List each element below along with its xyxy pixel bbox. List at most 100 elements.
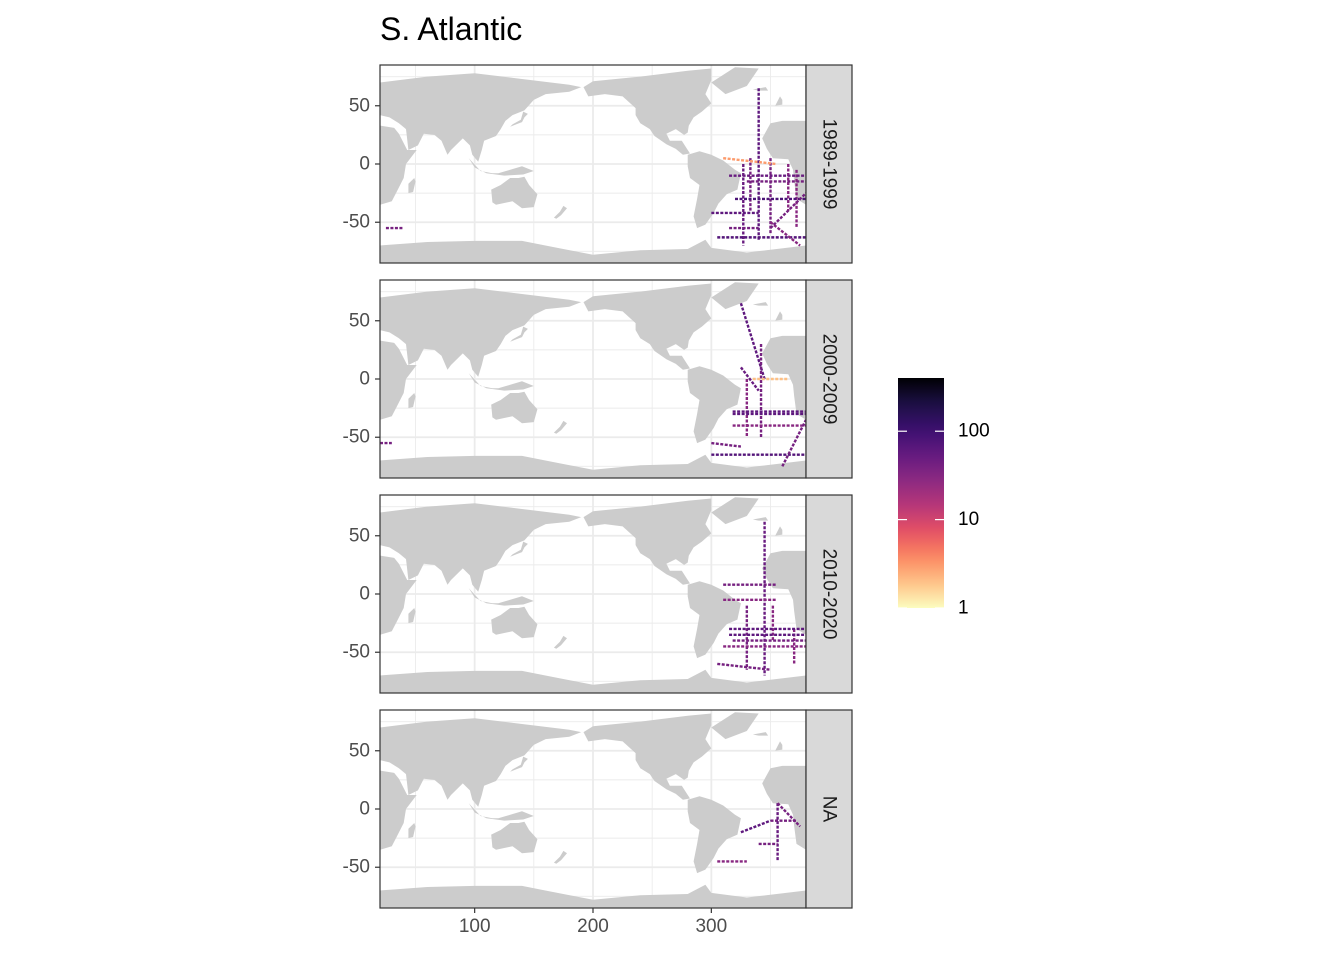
land-mass bbox=[711, 497, 759, 525]
x-tick-label: 300 bbox=[695, 916, 727, 937]
y-tick-label: 50 bbox=[349, 525, 370, 546]
y-tick-label: 50 bbox=[349, 310, 370, 331]
legend-colorbar bbox=[898, 378, 944, 608]
land-mass bbox=[380, 884, 806, 908]
facet-label: NA bbox=[819, 796, 840, 823]
data-track bbox=[740, 819, 771, 834]
y-tick-label: -50 bbox=[343, 427, 370, 448]
land-mass bbox=[380, 288, 582, 377]
facet-panels: 1989-1999 50 0 -50 2000-2009 50 0 -50 2010-2020 5… bbox=[343, 64, 853, 909]
y-tick-label: 0 bbox=[359, 799, 370, 820]
land-mass bbox=[687, 151, 741, 229]
land-mass bbox=[380, 503, 582, 592]
panel-content bbox=[380, 497, 806, 693]
land-mass bbox=[380, 239, 806, 263]
land-mass bbox=[711, 67, 759, 95]
panel-content bbox=[380, 282, 806, 478]
facet-strip bbox=[805, 494, 853, 694]
data-track bbox=[776, 802, 801, 828]
land-mass bbox=[762, 120, 806, 205]
data-track bbox=[739, 366, 760, 392]
land-mass bbox=[583, 498, 712, 585]
land-mass bbox=[711, 712, 759, 740]
facet-panel: NA 50 0 -50 bbox=[343, 709, 853, 909]
land-mass bbox=[553, 850, 567, 864]
legend-label: 10 bbox=[958, 509, 979, 530]
land-mass bbox=[510, 111, 528, 127]
land-mass bbox=[380, 669, 806, 693]
panel-content bbox=[380, 712, 806, 908]
land-mass bbox=[491, 391, 538, 424]
data-track bbox=[769, 192, 806, 229]
land-mass bbox=[775, 311, 783, 321]
land-mass bbox=[380, 555, 417, 635]
land-mass bbox=[775, 741, 783, 751]
land-mass bbox=[408, 393, 416, 409]
facet-strip bbox=[805, 64, 853, 264]
land-mass bbox=[380, 770, 417, 850]
land-mass bbox=[468, 803, 534, 821]
facet-panel: 2010-2020 50 0 -50 bbox=[343, 494, 853, 694]
land-mass bbox=[380, 454, 806, 478]
land-mass bbox=[752, 517, 769, 521]
y-tick-label: 0 bbox=[359, 154, 370, 175]
y-tick-label: 0 bbox=[359, 584, 370, 605]
y-tick-label: -50 bbox=[343, 857, 370, 878]
land-mass bbox=[468, 588, 534, 606]
legend-label: 1 bbox=[958, 598, 969, 619]
land-mass bbox=[468, 373, 534, 391]
land-mass bbox=[583, 713, 712, 800]
land-mass bbox=[408, 823, 416, 839]
land-mass bbox=[491, 606, 538, 639]
land-mass bbox=[380, 125, 417, 205]
land-mass bbox=[762, 335, 806, 420]
land-mass bbox=[380, 718, 582, 807]
land-mass bbox=[687, 796, 741, 874]
land-mass bbox=[711, 282, 759, 310]
land-mass bbox=[408, 608, 416, 624]
land-mass bbox=[510, 756, 528, 772]
y-tick-label: 50 bbox=[349, 95, 370, 116]
land-mass bbox=[583, 68, 712, 155]
land-mass bbox=[510, 326, 528, 342]
land-mass bbox=[491, 176, 538, 209]
land-mass bbox=[553, 635, 567, 649]
land-mass bbox=[553, 420, 567, 434]
data-track bbox=[769, 221, 801, 247]
y-tick-label: -50 bbox=[343, 642, 370, 663]
land-mass bbox=[468, 158, 534, 176]
facet-label: 1989-1999 bbox=[819, 119, 840, 210]
facet-label: 2010-2020 bbox=[819, 549, 840, 640]
land-mass bbox=[752, 302, 769, 306]
land-mass bbox=[491, 821, 538, 854]
facet-strip bbox=[805, 279, 853, 479]
x-tick-label: 200 bbox=[577, 916, 609, 937]
land-mass bbox=[583, 283, 712, 370]
y-tick-label: -50 bbox=[343, 212, 370, 233]
panel-content bbox=[380, 67, 806, 263]
facet-panel: 1989-1999 50 0 -50 bbox=[343, 64, 853, 264]
land-mass bbox=[687, 581, 741, 659]
facet-strip bbox=[805, 709, 853, 909]
x-axis: 100 200 300 bbox=[459, 908, 727, 937]
land-mass bbox=[380, 73, 582, 162]
legend-label: 100 bbox=[958, 421, 990, 442]
chart-title: S. Atlantic bbox=[380, 11, 522, 47]
x-tick-label: 100 bbox=[459, 916, 491, 937]
facet-panel: 2000-2009 50 0 -50 bbox=[343, 279, 853, 479]
land-mass bbox=[775, 96, 783, 106]
color-legend: 1 10 100 bbox=[898, 378, 990, 619]
land-mass bbox=[553, 205, 567, 219]
data-track bbox=[711, 441, 742, 448]
land-mass bbox=[687, 366, 741, 444]
land-mass bbox=[752, 87, 769, 91]
land-mass bbox=[775, 526, 783, 536]
land-mass bbox=[762, 550, 806, 635]
land-mass bbox=[380, 340, 417, 420]
y-tick-label: 0 bbox=[359, 369, 370, 390]
facet-label: 2000-2009 bbox=[819, 334, 840, 425]
land-mass bbox=[408, 178, 416, 194]
land-mass bbox=[762, 765, 806, 850]
land-mass bbox=[510, 541, 528, 557]
